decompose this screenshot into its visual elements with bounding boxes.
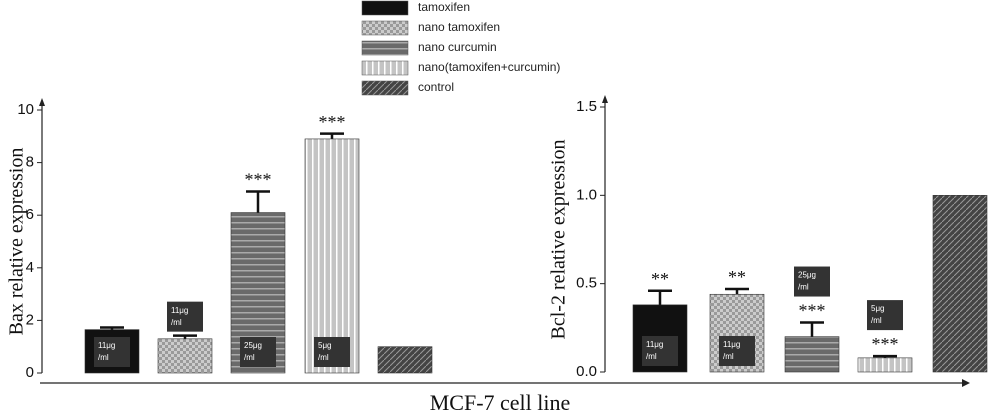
error-bar xyxy=(725,287,749,295)
error-bar xyxy=(246,190,270,213)
dose-label: /ml xyxy=(646,352,657,361)
y-axis-arrow xyxy=(602,95,608,103)
y-tick-label: 8 xyxy=(26,154,34,171)
arrow-head xyxy=(962,379,970,387)
y-axis-label: Bax relative expression xyxy=(6,148,28,336)
significance-label: ** xyxy=(651,269,669,289)
dose-label: 11μg xyxy=(723,340,740,349)
error-bar xyxy=(173,334,197,339)
dose-label: 5μg xyxy=(318,341,332,350)
dose-label: /ml xyxy=(723,352,734,361)
y-tick-label: 2 xyxy=(26,311,34,328)
dose-box xyxy=(867,300,903,331)
dose-label: 25μg xyxy=(798,271,816,280)
bar xyxy=(157,338,213,374)
dose-box xyxy=(94,337,130,367)
bar xyxy=(784,336,840,373)
dose-label: /ml xyxy=(244,353,255,362)
legend-label: nano curcumin xyxy=(418,40,497,54)
y-tick-label: 0 xyxy=(26,364,34,381)
error-bar xyxy=(873,354,897,358)
dose-box xyxy=(240,337,276,367)
legend-label: tamoxifen xyxy=(418,0,470,14)
dose-box xyxy=(314,337,350,367)
legend-label: nano tamoxifen xyxy=(418,20,500,34)
legend-label: nano(tamoxifen+curcumin) xyxy=(418,60,560,74)
y-tick-label: 0.5 xyxy=(576,275,597,292)
dose-label: /ml xyxy=(318,353,329,362)
significance-label: *** xyxy=(872,334,899,354)
significance-label: *** xyxy=(799,301,826,321)
dose-label: /ml xyxy=(798,283,809,292)
bar xyxy=(857,357,913,373)
dose-label: 25μg xyxy=(244,341,262,350)
y-tick-label: 6 xyxy=(26,206,34,223)
y-tick-label: 0.0 xyxy=(576,363,597,380)
dose-label: 11μg xyxy=(98,341,115,350)
bar xyxy=(377,346,433,374)
dose-label: /ml xyxy=(171,318,182,327)
significance-label: *** xyxy=(319,112,346,132)
y-tick-label: 4 xyxy=(26,259,34,276)
x-axis-label: MCF-7 cell line xyxy=(430,390,571,415)
y-axis-label: Bcl-2 relative expression xyxy=(548,140,570,340)
dose-label: /ml xyxy=(98,353,109,362)
legend-swatch xyxy=(361,80,409,96)
dose-box xyxy=(719,336,755,366)
dose-label: 5μg xyxy=(871,304,885,313)
significance-label: *** xyxy=(245,170,272,190)
y-axis-arrow xyxy=(39,98,45,106)
legend-swatch xyxy=(361,40,409,56)
dose-box xyxy=(794,266,830,297)
y-tick-label: 10 xyxy=(17,101,34,118)
legend-swatch xyxy=(361,60,409,76)
bar xyxy=(932,195,988,373)
y-tick-label: 1.5 xyxy=(576,98,597,115)
error-bar xyxy=(320,132,344,139)
legend-label: control xyxy=(418,80,454,94)
dose-label: 11μg xyxy=(646,340,663,349)
significance-label: ** xyxy=(728,267,746,287)
error-bar xyxy=(648,289,672,305)
bar xyxy=(304,138,360,374)
dose-label: /ml xyxy=(871,316,882,325)
error-bar xyxy=(100,326,124,330)
legend-swatch xyxy=(361,20,409,36)
y-tick-label: 1.0 xyxy=(576,186,597,203)
error-bar xyxy=(800,321,824,337)
dose-label: 11μg xyxy=(171,306,188,315)
dose-box xyxy=(642,336,678,366)
dose-box xyxy=(167,301,203,332)
legend-swatch xyxy=(361,0,409,16)
